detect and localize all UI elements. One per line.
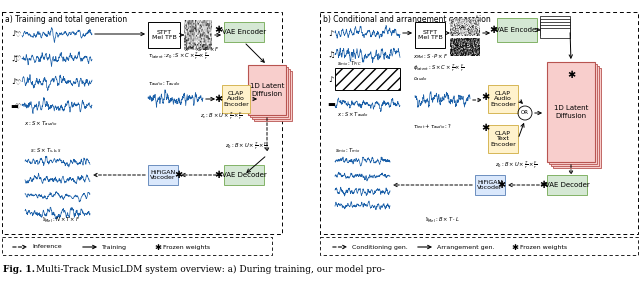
Text: Inference: Inference xyxy=(32,245,61,250)
Text: ✱: ✱ xyxy=(214,94,222,104)
Bar xyxy=(2,12,282,234)
Text: Fig. 1.: Fig. 1. xyxy=(3,265,35,274)
Text: HiFiGAN
Vocoder: HiFiGAN Vocoder xyxy=(150,170,176,180)
Text: Frozen weights: Frozen weights xyxy=(163,245,210,250)
Text: ✱: ✱ xyxy=(489,25,497,35)
Bar xyxy=(252,69,290,119)
Text: Multi-Track MusicLDM system overview: a) During training, our model pro-: Multi-Track MusicLDM system overview: a)… xyxy=(33,265,385,274)
Text: VAE Decoder: VAE Decoder xyxy=(221,172,266,178)
Text: CLAP
Text
Encoder: CLAP Text Encoder xyxy=(490,131,516,147)
Bar xyxy=(222,85,250,113)
Text: HiFiGAN
Vocoder: HiFiGAN Vocoder xyxy=(477,180,503,190)
Text: 1D Latent
Diffusion: 1D Latent Diffusion xyxy=(554,106,588,119)
Bar xyxy=(320,237,638,255)
Bar xyxy=(547,175,587,195)
Bar xyxy=(551,66,599,166)
Text: ✱: ✱ xyxy=(511,243,518,252)
Text: ✱: ✱ xyxy=(539,180,547,190)
Bar xyxy=(415,22,445,48)
Text: STFT
Mel TFB: STFT Mel TFB xyxy=(418,30,442,40)
Bar xyxy=(2,237,272,255)
Text: ✱: ✱ xyxy=(497,180,505,190)
Text: b) Conditional and arrangement generation: b) Conditional and arrangement generatio… xyxy=(323,15,491,24)
Bar xyxy=(540,22,570,32)
Text: $\phi_{latent}: S \times C \times \frac{T}{r} \times \frac{F}{r}$: $\phi_{latent}: S \times C \times \frac{… xyxy=(413,62,465,74)
Text: ✱: ✱ xyxy=(214,25,222,35)
Bar xyxy=(148,165,178,185)
Text: Conditioning gen.: Conditioning gen. xyxy=(352,245,408,250)
Text: $\heartsuit$: $\heartsuit$ xyxy=(14,77,22,87)
Text: $\hat{s}_{Mel}: N \times T \times F$: $\hat{s}_{Mel}: N \times T \times F$ xyxy=(42,215,80,225)
Text: $x_{Mel}: S \cdot P \times F$: $x_{Mel}: S \cdot P \times F$ xyxy=(413,52,449,61)
Bar xyxy=(248,65,286,115)
Text: $\heartsuit$: $\heartsuit$ xyxy=(14,53,22,63)
Text: ♪: ♪ xyxy=(12,78,17,87)
Text: ✱: ✱ xyxy=(154,243,161,252)
Text: VAE Encoder: VAE Encoder xyxy=(495,27,539,33)
Text: ♪: ♪ xyxy=(328,74,333,83)
Text: $\heartsuit$: $\heartsuit$ xyxy=(14,29,22,39)
Text: ♪: ♪ xyxy=(328,29,333,38)
Bar xyxy=(335,68,400,90)
Text: $s: S \times T_{s,b,S}$: $s: S \times T_{s,b,S}$ xyxy=(30,147,62,155)
Text: $x: S \times T_{audio}$: $x: S \times T_{audio}$ xyxy=(337,110,369,119)
Text: ♫: ♫ xyxy=(10,53,18,63)
Bar xyxy=(254,71,292,121)
Bar xyxy=(540,25,570,35)
Text: Training: Training xyxy=(102,245,127,250)
Text: $z_c: B \times U \times \frac{T}{r} \times \frac{F}{r}$: $z_c: B \times U \times \frac{T}{r} \tim… xyxy=(200,110,243,122)
Text: $\tau_{latent}: z_0: S \times C \times \frac{T}{r} \times \frac{F}{r}$: $\tau_{latent}: z_0: S \times C \times \… xyxy=(148,50,209,62)
Text: OR: OR xyxy=(521,110,529,115)
Text: ▬: ▬ xyxy=(327,100,335,108)
Text: ✱: ✱ xyxy=(567,70,575,80)
Text: $z_0: B \times U \times \frac{T}{r} \times \frac{F}{r}$: $z_0: B \times U \times \frac{T}{r} \tim… xyxy=(225,140,268,152)
Text: $\hat{s}_{Mel}: B \times T \cdot L$: $\hat{s}_{Mel}: B \times T \cdot L$ xyxy=(425,215,460,225)
Bar xyxy=(224,22,264,42)
Bar xyxy=(488,85,518,113)
Text: $\tau_{audio}: T_{audio}$: $\tau_{audio}: T_{audio}$ xyxy=(148,79,180,88)
Text: VAE Decoder: VAE Decoder xyxy=(545,182,589,188)
Bar xyxy=(250,67,288,117)
Bar xyxy=(148,22,180,48)
Text: $c_{audio}$: $c_{audio}$ xyxy=(413,75,428,83)
Text: VAE Encoder: VAE Encoder xyxy=(222,29,266,35)
Bar xyxy=(320,12,638,234)
Text: a) Training and total generation: a) Training and total generation xyxy=(5,15,127,24)
Text: ▬: ▬ xyxy=(10,102,18,110)
Text: $x: S \times T_{audio}$: $x: S \times T_{audio}$ xyxy=(24,119,58,128)
Text: ♪: ♪ xyxy=(12,29,17,38)
Bar xyxy=(553,68,601,168)
Bar xyxy=(540,28,570,38)
Text: $\tau_{text}+\tau_{audio}: ?$: $\tau_{text}+\tau_{audio}: ?$ xyxy=(413,122,452,131)
Text: ✱: ✱ xyxy=(214,170,222,180)
Bar xyxy=(540,19,570,29)
Text: $x^{Mel}: S \cdot P \times F$: $x^{Mel}: S \cdot P \times F$ xyxy=(184,45,220,54)
Bar xyxy=(224,165,264,185)
Text: $\heartsuit$: $\heartsuit$ xyxy=(14,101,22,111)
Text: $s_{mix}: \tilde{T}_{P/C}$: $s_{mix}: \tilde{T}_{P/C}$ xyxy=(337,59,362,68)
Text: ♫: ♫ xyxy=(327,50,335,59)
Bar xyxy=(497,18,537,42)
Text: CLAP
Audio
Encoder: CLAP Audio Encoder xyxy=(490,91,516,107)
Text: ✱: ✱ xyxy=(174,170,182,180)
Text: Arrangement gen.: Arrangement gen. xyxy=(437,245,495,250)
Text: CLAP
Audio
Encoder: CLAP Audio Encoder xyxy=(223,91,249,107)
Bar xyxy=(475,175,505,195)
Text: ✱: ✱ xyxy=(481,92,489,102)
Text: $s_{mix}: T_{mix}$: $s_{mix}: T_{mix}$ xyxy=(335,146,360,155)
Text: STFT
Mel TFB: STFT Mel TFB xyxy=(152,30,177,40)
Text: $z_0: B \times U \times \frac{T}{r} \times \frac{F}{r}$: $z_0: B \times U \times \frac{T}{r} \tim… xyxy=(495,159,538,171)
Bar xyxy=(547,62,595,162)
Bar xyxy=(540,16,570,25)
Bar xyxy=(488,125,518,153)
Text: Frozen weights: Frozen weights xyxy=(520,245,567,250)
Bar xyxy=(549,64,597,164)
Text: 1D Latent
Diffusion: 1D Latent Diffusion xyxy=(250,83,284,97)
Text: ✱: ✱ xyxy=(481,123,489,133)
